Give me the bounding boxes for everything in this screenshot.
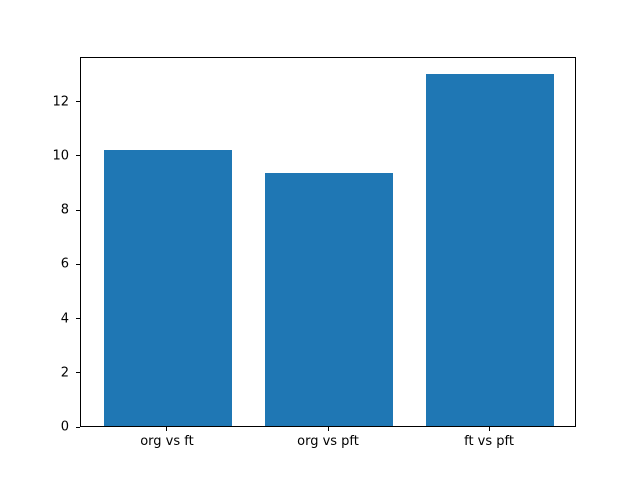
x-tick-mark — [488, 427, 490, 431]
y-axis-tick-label: 12 — [52, 94, 69, 110]
y-axis-tick-label: 0 — [60, 419, 69, 435]
bar-1 — [103, 149, 233, 426]
y-axis-tick-label: 4 — [60, 311, 69, 327]
bar-2 — [264, 172, 394, 426]
y-axis-tick-label: 10 — [52, 148, 69, 164]
y-tick-mark — [76, 101, 80, 103]
y-tick-mark — [76, 263, 80, 265]
y-axis-tick-label: 8 — [60, 202, 69, 218]
plot-area — [80, 57, 576, 427]
x-axis-tick-label: org vs ft — [140, 434, 194, 449]
x-tick-mark — [166, 427, 168, 431]
y-axis-tick-label: 6 — [60, 256, 69, 272]
x-tick-mark — [327, 427, 329, 431]
y-tick-mark — [76, 155, 80, 157]
bar-3 — [425, 73, 555, 426]
y-axis-tick-label: 2 — [60, 365, 69, 381]
y-tick-mark — [76, 318, 80, 320]
y-tick-mark — [76, 426, 80, 428]
y-tick-mark — [76, 372, 80, 374]
x-axis-tick-label: ft vs pft — [464, 434, 514, 449]
y-tick-mark — [76, 209, 80, 211]
x-axis-tick-label: org vs pft — [297, 434, 359, 449]
